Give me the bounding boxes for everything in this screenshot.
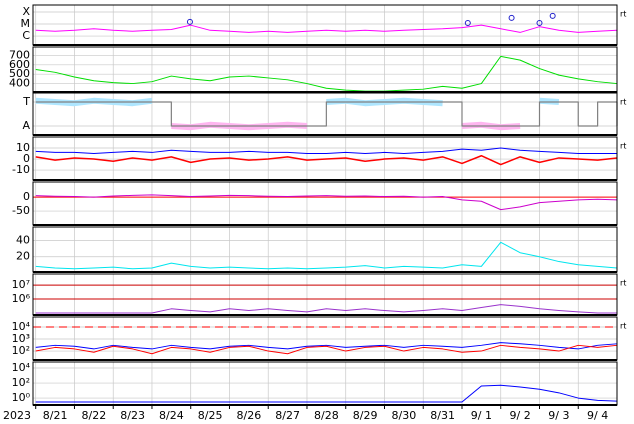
y-tick-label: A: [22, 119, 30, 132]
x-tick-label: 8/25: [198, 409, 223, 422]
y-tick-label: 20: [16, 250, 30, 263]
y-tick-label: 10: [16, 141, 30, 154]
side-label: rt: [620, 142, 626, 151]
side-label: rt: [620, 322, 626, 331]
x-tick-label: 9/ 4: [587, 409, 608, 422]
y-tick-label: 600: [9, 58, 30, 71]
y-tick-label: 10⁴: [12, 320, 31, 333]
y-tick-label: T: [22, 95, 30, 108]
x-tick-label: 8/30: [392, 409, 417, 422]
year-label: 2023: [3, 409, 31, 422]
y-tick-label: 10⁴: [12, 361, 31, 374]
y-tick-label: 10⁰: [12, 391, 31, 404]
y-tick-label: 0: [23, 152, 30, 165]
panel-frame: [32, 46, 618, 93]
x-tick-label: 8/27: [275, 409, 300, 422]
x-tick-label: 8/26: [236, 409, 261, 422]
series-line: [35, 24, 618, 33]
x-tick-label: 8/31: [430, 409, 455, 422]
y-tick-label: 400: [9, 77, 30, 90]
side-label: rt: [620, 98, 626, 107]
series-line: [35, 241, 618, 270]
y-tick-label: X: [22, 5, 30, 18]
y-tick-label: 10³: [12, 332, 30, 345]
y-tick-label: 10²: [12, 376, 30, 389]
panel-frame: [32, 92, 618, 136]
side-label: rt: [620, 279, 626, 288]
panel-frame: [32, 181, 618, 226]
series-line: [35, 194, 618, 211]
series-line: [35, 344, 618, 355]
series-line: [35, 154, 618, 166]
series-line: [35, 55, 618, 92]
flare-marker: [464, 20, 471, 27]
x-tick-label: 8/21: [43, 409, 68, 422]
y-tick-label: -50: [12, 204, 30, 217]
y-tick-label: 10²: [12, 344, 30, 357]
y-tick-label: 700: [9, 48, 30, 61]
flare-marker: [508, 14, 515, 21]
x-tick-label: 9/ 2: [510, 409, 531, 422]
x-tick-label: 8/23: [120, 409, 145, 422]
x-tick-label: 9/ 3: [548, 409, 569, 422]
y-tick-label: 10⁷: [12, 278, 30, 291]
y-tick-label: 500: [9, 67, 30, 80]
side-label: rt: [620, 10, 626, 19]
panel-frame: [32, 4, 618, 46]
y-tick-label: -10: [12, 163, 30, 176]
flare-marker: [536, 20, 543, 27]
series-line: [35, 342, 618, 350]
y-tick-label: C: [22, 29, 30, 42]
series-line: [35, 304, 617, 314]
panel-frame: [32, 226, 618, 273]
y-tick-label: 40: [16, 234, 30, 247]
x-tick-label: 8/28: [314, 409, 339, 422]
x-tick-label: 9/ 1: [471, 409, 492, 422]
x-tick-label: 8/24: [159, 409, 184, 422]
panel-frame: [32, 316, 618, 361]
y-tick-label: M: [21, 17, 31, 30]
series-line: [35, 147, 617, 155]
flare-marker: [549, 12, 556, 19]
y-tick-label: 0: [23, 190, 30, 203]
series-line: [35, 384, 618, 403]
x-tick-label: 8/22: [81, 409, 106, 422]
panel-frame: [32, 361, 618, 406]
series-line: [35, 101, 618, 127]
flare-marker: [186, 18, 193, 25]
y-tick-label: 10⁶: [12, 292, 31, 305]
x-tick-label: 8/29: [353, 409, 378, 422]
